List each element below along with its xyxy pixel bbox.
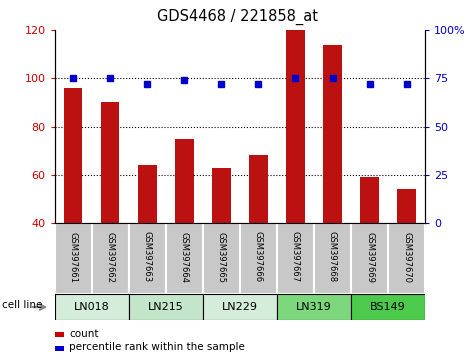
Text: GSM397665: GSM397665 [217,232,226,282]
Bar [64,88,83,320]
Bar [129,223,166,294]
Bar [351,294,425,320]
Bar [55,332,64,337]
Text: GSM397661: GSM397661 [69,232,77,282]
Bar [397,189,416,320]
Bar [55,223,92,294]
Bar [203,294,277,320]
Text: cell line: cell line [2,300,43,310]
Bar [55,294,129,320]
Bar [129,294,203,320]
Text: LN229: LN229 [222,302,258,312]
Text: GSM397664: GSM397664 [180,232,189,282]
Bar [203,223,240,294]
Bar [351,223,388,294]
Bar [101,102,120,320]
Text: LN319: LN319 [296,302,332,312]
Bar [388,223,425,294]
Text: GDS4468 / 221858_at: GDS4468 / 221858_at [157,9,318,25]
Bar [277,223,314,294]
Text: BS149: BS149 [370,302,406,312]
Text: LN018: LN018 [74,302,110,312]
Text: GSM397663: GSM397663 [143,232,152,282]
Text: count: count [69,329,99,338]
Text: GSM397667: GSM397667 [291,232,300,282]
Bar [92,223,129,294]
Bar [240,223,277,294]
Text: GSM397666: GSM397666 [254,232,263,282]
Text: LN215: LN215 [148,302,184,312]
Bar [212,167,231,320]
Bar [286,30,305,320]
Bar [361,177,379,320]
Text: percentile rank within the sample: percentile rank within the sample [69,342,245,352]
Bar [314,223,351,294]
Bar [166,223,203,294]
Text: GSM397662: GSM397662 [106,232,114,282]
Text: GSM397668: GSM397668 [328,232,337,282]
Bar [175,139,194,320]
Bar [323,45,342,320]
Bar [138,165,157,320]
Text: GSM397669: GSM397669 [365,232,374,282]
Text: GSM397670: GSM397670 [402,232,411,282]
Bar [55,346,64,351]
Bar [277,294,351,320]
Bar [249,155,267,320]
